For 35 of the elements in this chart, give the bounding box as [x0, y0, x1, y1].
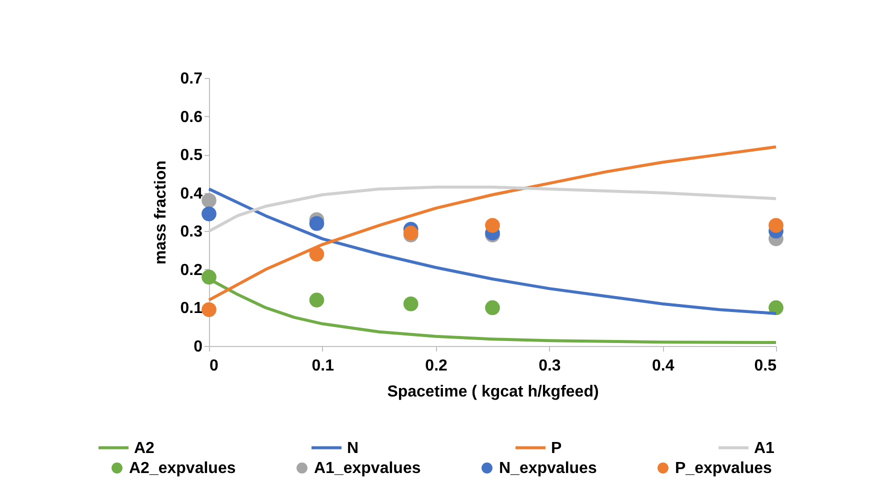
y-tick-label: 0.2 — [180, 262, 203, 279]
point — [485, 300, 500, 316]
y-tick-label: 0.5 — [180, 147, 203, 164]
point — [768, 218, 784, 233]
x-tick-label: 0 — [210, 358, 218, 374]
line-series — [208, 186, 778, 233]
point — [202, 302, 216, 318]
y-tick-label: 0 — [194, 338, 203, 356]
x-tick-label: 0.4 — [652, 358, 674, 374]
legend-label: A1 — [754, 440, 775, 457]
legend-label: P_expvalues — [675, 460, 772, 477]
point — [485, 218, 500, 233]
legend-label: N — [347, 440, 359, 457]
x-tick-label: 0.1 — [312, 358, 334, 374]
legend-label: A1_expvalues — [314, 460, 421, 477]
x-tick-label: 0.5 — [754, 358, 777, 374]
y-tick-label: 0.1 — [180, 300, 203, 318]
y-tick-label: 0.4 — [180, 185, 203, 202]
y-tick-label: 0.3 — [180, 224, 203, 241]
legend-label: N_expvalues — [499, 460, 597, 477]
y-tick-label: 0.7 — [180, 70, 203, 88]
point — [403, 296, 418, 312]
y-tick-label: 0.6 — [180, 108, 203, 126]
point — [309, 292, 324, 308]
point — [768, 300, 784, 316]
x-tick-label: 0.2 — [425, 358, 448, 374]
y-axis-title: mass fraction — [152, 160, 170, 265]
point — [202, 193, 216, 208]
legend-label: P — [551, 440, 562, 457]
point — [202, 206, 216, 222]
point — [309, 216, 324, 231]
x-axis-title: Spacetime ( kgcat h/kgfeed) — [387, 384, 599, 400]
x-tick-label: 0.3 — [538, 358, 561, 374]
legend-label: A2_expvalues — [129, 460, 236, 477]
legend-label: A2 — [134, 440, 155, 457]
